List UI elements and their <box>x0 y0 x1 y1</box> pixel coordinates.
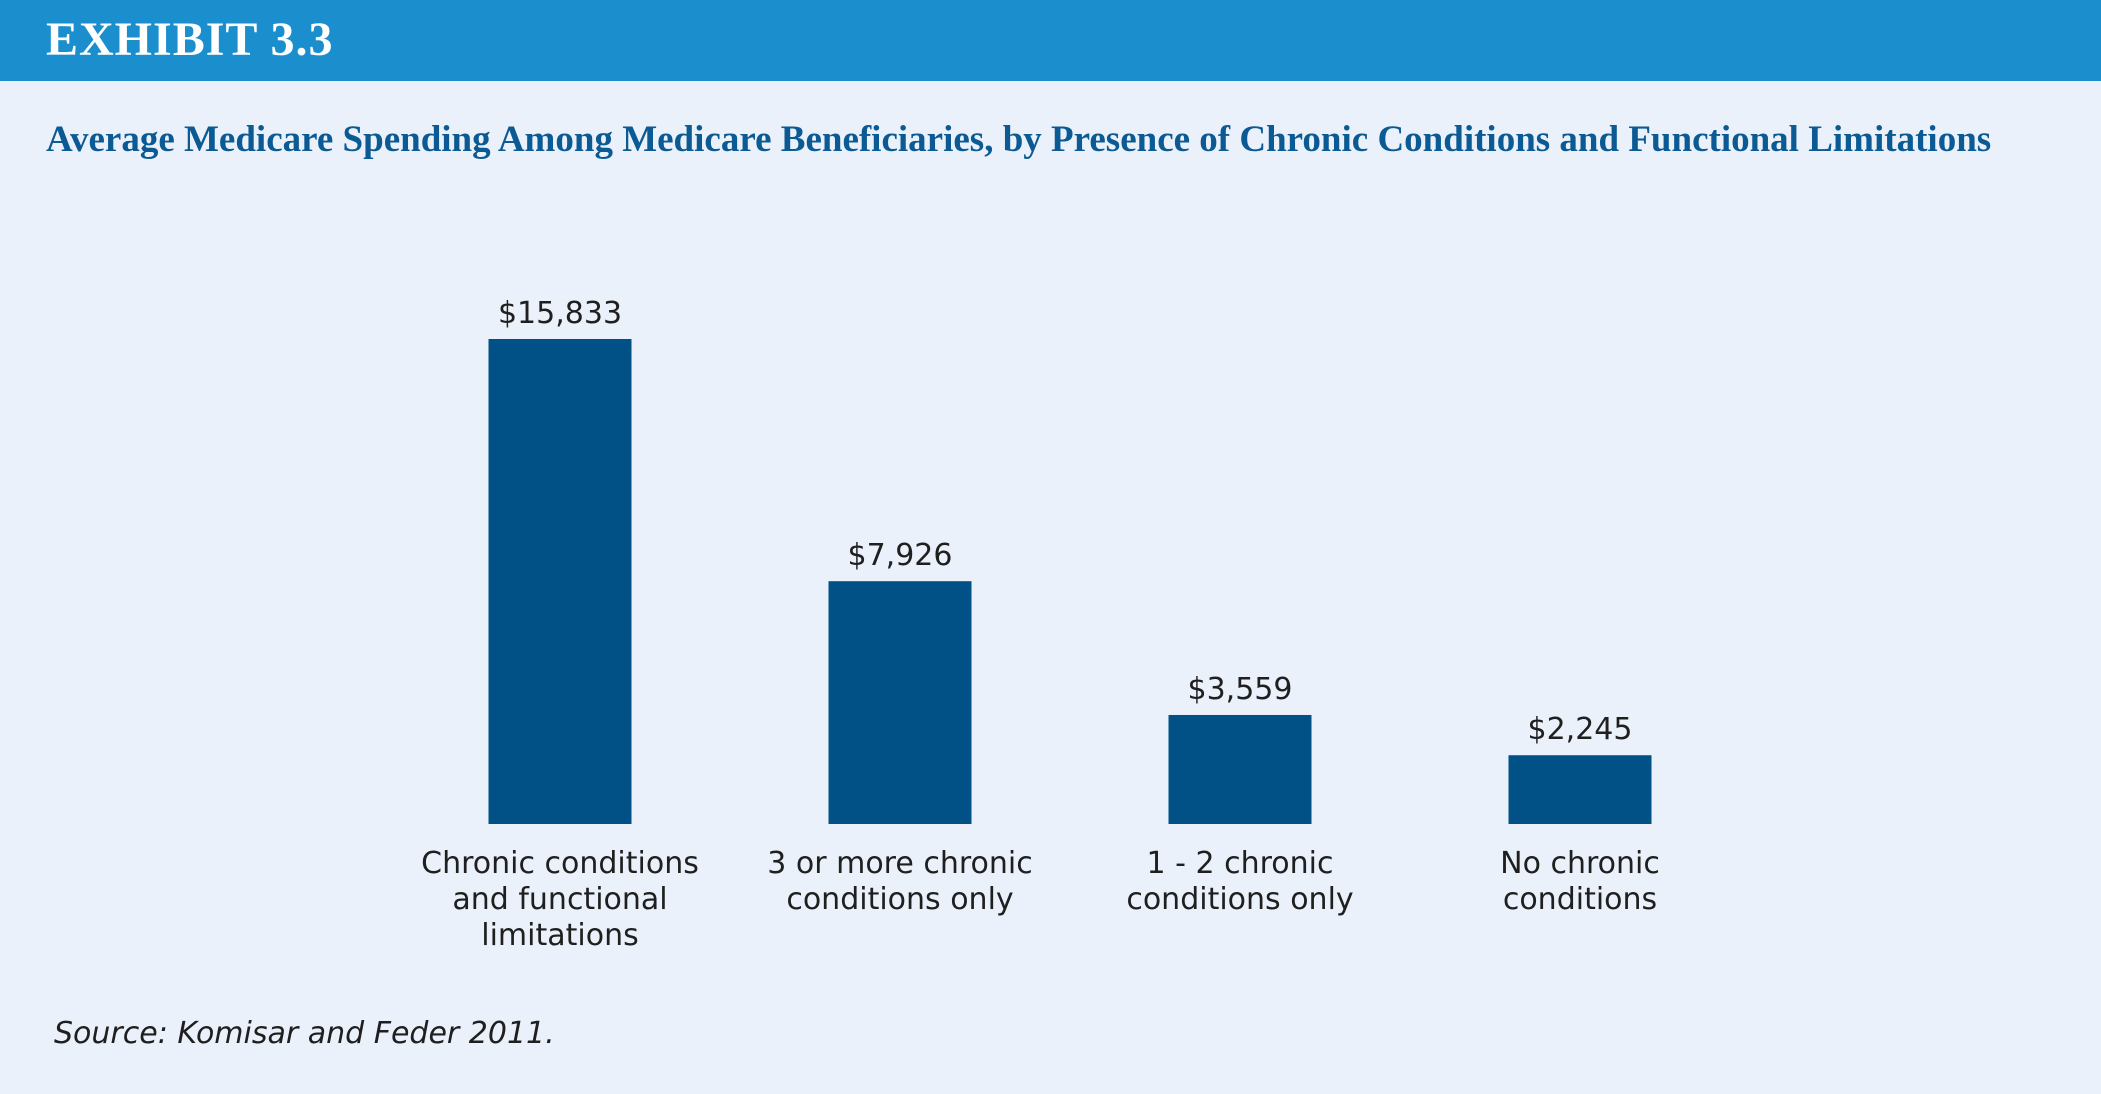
bar-0 <box>488 339 632 824</box>
data-label-3: $2,245 <box>1528 712 1633 747</box>
data-label-0: $15,833 <box>498 296 622 331</box>
bar-1 <box>828 581 972 824</box>
data-label-2: $3,559 <box>1188 672 1293 707</box>
category-label-line: conditions <box>1503 882 1657 917</box>
category-label-line: 3 or more chronic <box>767 846 1032 881</box>
category-label-2: 1 - 2 chronic conditions only <box>1126 846 1353 917</box>
category-label-3: No chronic conditions <box>1500 846 1660 917</box>
category-label-line: Chronic conditions <box>421 846 699 881</box>
category-label-line: No chronic <box>1500 846 1660 881</box>
chart-title: Average Medicare Spending Among Medicare… <box>46 119 1992 160</box>
exhibit-number: EXHIBIT 3.3 <box>46 13 334 66</box>
category-label-line: 1 - 2 chronic <box>1147 846 1334 881</box>
bar-2 <box>1168 714 1312 824</box>
bar-3 <box>1508 755 1652 824</box>
category-label-line: limitations <box>481 918 638 953</box>
category-label-line: conditions only <box>786 882 1013 917</box>
category-label-line: conditions only <box>1126 882 1353 917</box>
category-label-line: and functional <box>452 882 667 917</box>
category-label-0: Chronic conditions and functional limitati… <box>421 846 699 953</box>
source-note: Source: Komisar and Feder 2011. <box>54 1016 555 1051</box>
category-label-1: 3 or more chronic conditions only <box>767 846 1032 917</box>
exhibit-header-bar: EXHIBIT 3.3 <box>0 0 2101 81</box>
data-label-1: $7,926 <box>848 538 953 573</box>
